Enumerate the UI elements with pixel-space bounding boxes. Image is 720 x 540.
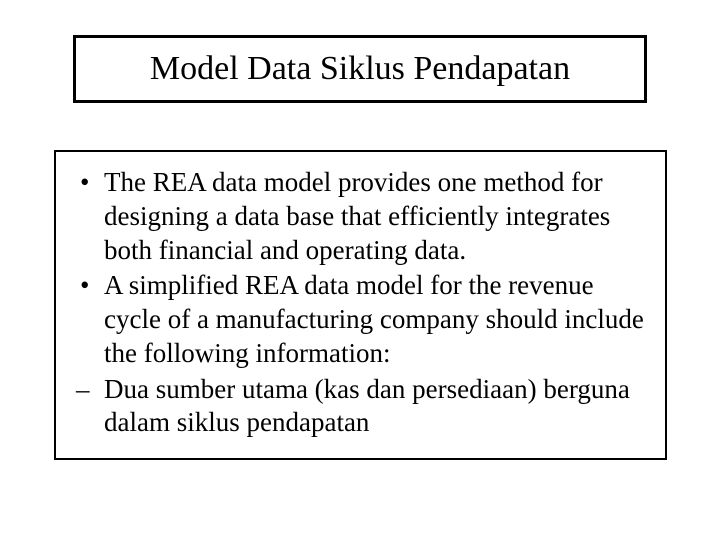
bullet-item: The REA data model provides one method f… <box>76 166 645 267</box>
body-container: The REA data model provides one method f… <box>54 150 667 460</box>
title-container: Model Data Siklus Pendapatan <box>73 35 647 103</box>
bullet-list: The REA data model provides one method f… <box>76 166 645 440</box>
bullet-item: A simplified REA data model for the reve… <box>76 269 645 370</box>
dash-item: Dua sumber utama (kas dan persediaan) be… <box>76 373 645 441</box>
slide-title: Model Data Siklus Pendapatan <box>150 50 570 88</box>
